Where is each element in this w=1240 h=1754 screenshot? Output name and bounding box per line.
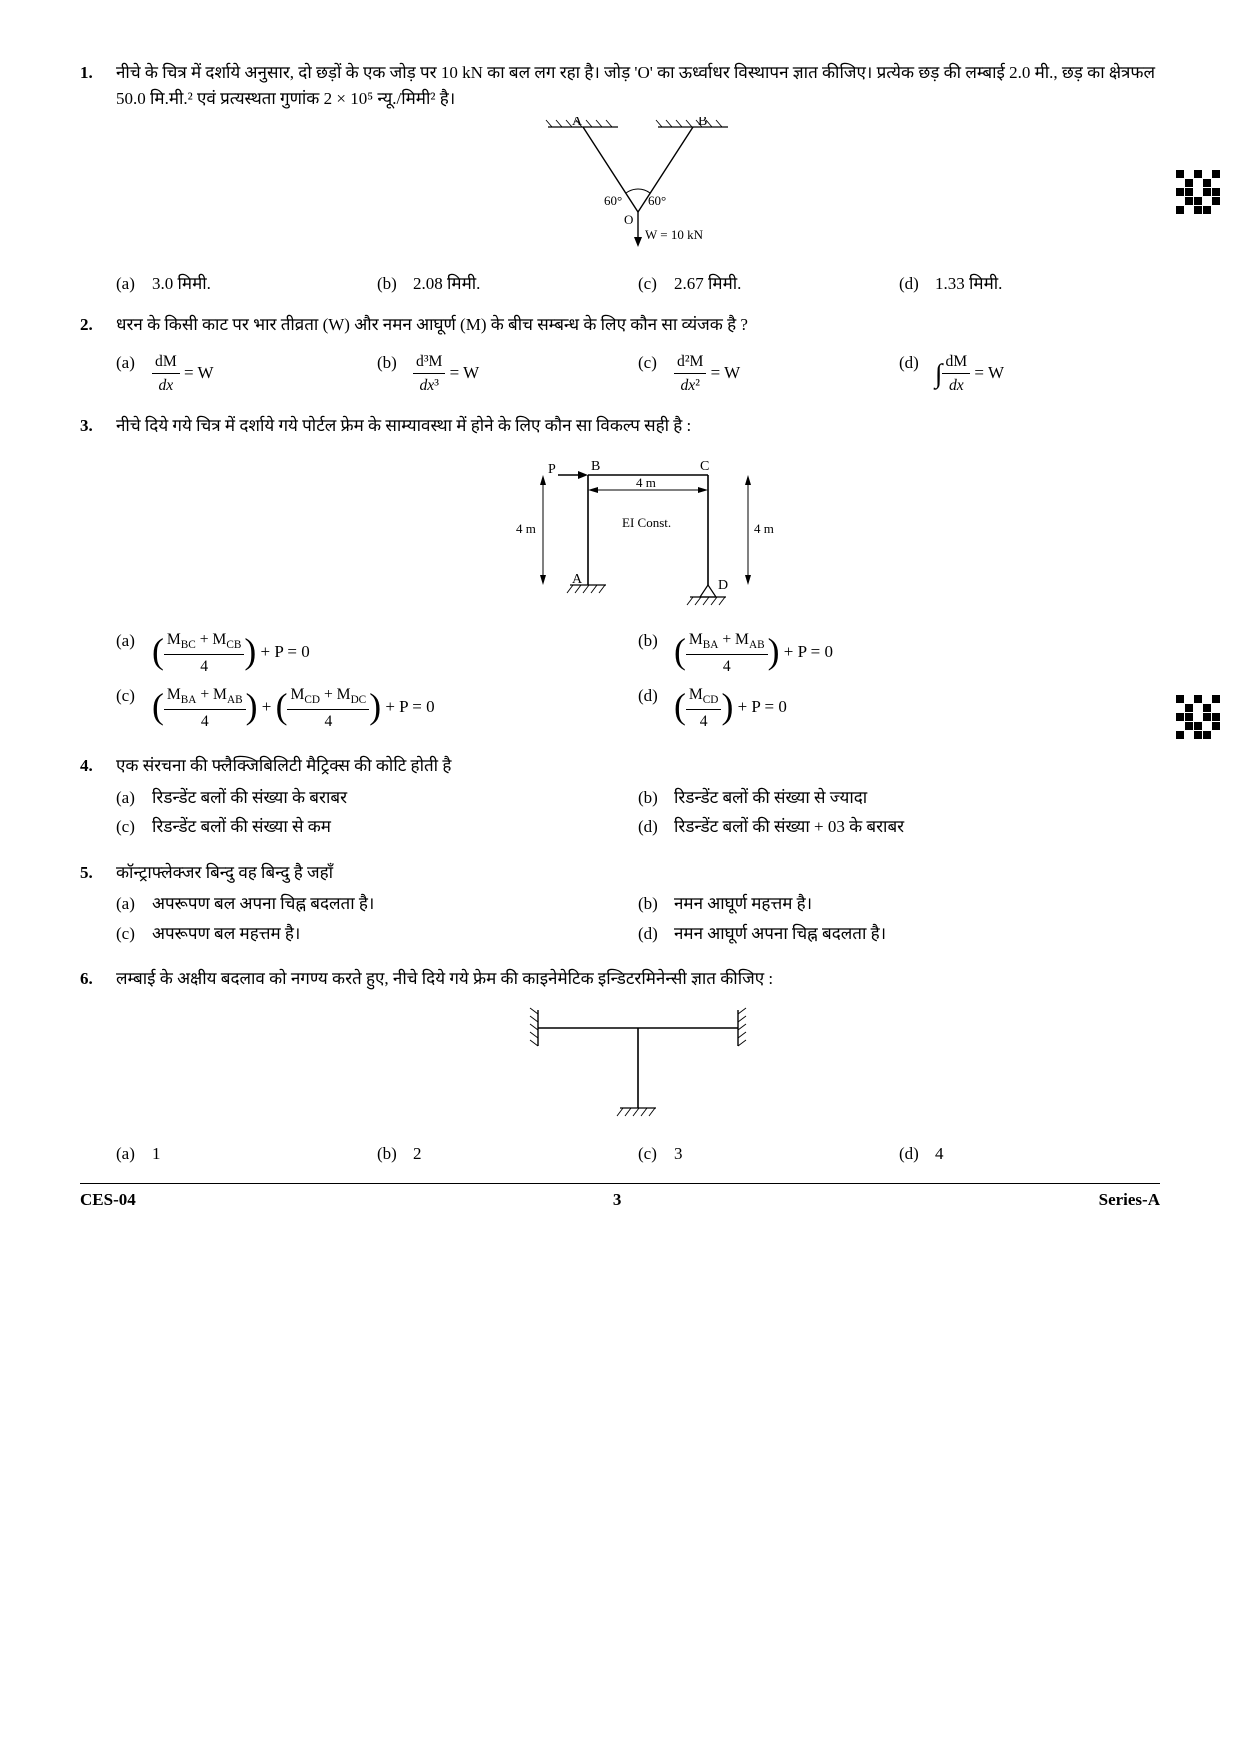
q2-opt-b: d³Mdx³ = W: [413, 350, 479, 398]
q3-text: नीचे दिये गये चित्र में दर्शाये गये पोर्…: [116, 413, 1160, 439]
opt-label: (b): [377, 271, 413, 297]
svg-text:B: B: [591, 459, 600, 474]
svg-text:EI Const.: EI Const.: [622, 515, 671, 530]
q6-opt-d: 4: [935, 1141, 944, 1167]
svg-text:D: D: [718, 578, 728, 593]
q3-opt-c: (MBA + MAB4) + (MCD + MDC4) + P = 0: [152, 683, 435, 733]
q5-opt-d: नमन आघूर्ण अपना चिह्न बदलता है।: [674, 921, 886, 947]
q1-figure: A B 60° 60° O W = 10 kN: [116, 117, 1160, 265]
q4-text: एक संरचना की फ्लैक्जिबिलिटी मैट्रिक्स की…: [116, 753, 1160, 779]
q1-opt-b: 2.08 मिमी.: [413, 271, 480, 297]
q6-number: 6.: [80, 966, 116, 1169]
q6-figure: [116, 998, 1160, 1136]
opt-label: (c): [116, 814, 152, 840]
q5-text: कॉन्ट्राफ्लेक्जर बिन्दु वह बिन्दु है जहा…: [116, 860, 1160, 886]
question-4: 4. एक संरचना की फ्लैक्जिबिलिटी मैट्रिक्स…: [80, 753, 1160, 846]
opt-label: (c): [638, 1141, 674, 1167]
q3-opt-a: (MBC + MCB4) + P = 0: [152, 628, 310, 678]
opt-label: (c): [116, 921, 152, 947]
q3-opt-b: (MBA + MAB4) + P = 0: [674, 628, 833, 678]
opt-label: (d): [899, 271, 935, 297]
q2-opt-c: d²Mdx² = W: [674, 350, 740, 398]
opt-label: (b): [638, 785, 674, 811]
q2-opt-a: dMdx = W: [152, 350, 214, 398]
q4-opt-a: रिडन्डेंट बलों की संख्या के बराबर: [152, 785, 347, 811]
page-footer: CES-04 3 Series-A: [80, 1183, 1160, 1213]
svg-text:A: A: [572, 117, 583, 129]
svg-text:O: O: [624, 212, 633, 227]
footer-right: Series-A: [1099, 1187, 1160, 1213]
question-6: 6. लम्बाई के अक्षीय बदलाव को नगण्य करते …: [80, 966, 1160, 1169]
svg-text:C: C: [700, 459, 709, 474]
q5-opt-c: अपरूपण बल महत्तम है।: [152, 921, 300, 947]
opt-label: (c): [638, 350, 674, 398]
opt-label: (c): [638, 271, 674, 297]
q5-opt-b: नमन आघूर्ण महत्तम है।: [674, 891, 812, 917]
q4-opt-c: रिडन्डेंट बलों की संख्या से कम: [152, 814, 331, 840]
opt-label: (d): [638, 683, 674, 733]
opt-label: (a): [116, 628, 152, 678]
q3-figure: P B C A D 4 m 4 m 4 m EI Const.: [116, 445, 1160, 623]
opt-label: (a): [116, 271, 152, 297]
question-5: 5. कॉन्ट्राफ्लेक्जर बिन्दु वह बिन्दु है …: [80, 860, 1160, 953]
opt-label: (d): [638, 921, 674, 947]
svg-text:4 m: 4 m: [636, 475, 656, 490]
opt-label: (b): [377, 350, 413, 398]
opt-label: (d): [638, 814, 674, 840]
opt-label: (d): [899, 350, 935, 398]
q1-opt-a: 3.0 मिमी.: [152, 271, 211, 297]
opt-label: (b): [377, 1141, 413, 1167]
opt-label: (d): [899, 1141, 935, 1167]
svg-text:60°: 60°: [648, 193, 666, 208]
svg-text:W = 10 kN: W = 10 kN: [645, 227, 704, 242]
q6-opt-b: 2: [413, 1141, 422, 1167]
opt-label: (a): [116, 350, 152, 398]
q6-opt-a: 1: [152, 1141, 161, 1167]
q4-opt-d: रिडन्डेंट बलों की संख्या + 03 के बराबर: [674, 814, 904, 840]
q2-number: 2.: [80, 312, 116, 399]
opt-label: (b): [638, 891, 674, 917]
q4-opt-b: रिडन्डेंट बलों की संख्या से ज्यादा: [674, 785, 867, 811]
qr-icon: [1176, 170, 1220, 214]
opt-label: (a): [116, 1141, 152, 1167]
opt-label: (b): [638, 628, 674, 678]
question-3: 3. नीचे दिये गये चित्र में दर्शाये गये प…: [80, 413, 1160, 739]
q2-opt-d: ∫dMdx = W: [935, 350, 1004, 398]
question-2: 2. धरन के किसी काट पर भार तीव्रता (W) और…: [80, 312, 1160, 399]
q5-number: 5.: [80, 860, 116, 953]
q6-text: लम्बाई के अक्षीय बदलाव को नगण्य करते हुए…: [116, 966, 1160, 992]
footer-left: CES-04: [80, 1187, 136, 1213]
qr-icon: [1176, 695, 1220, 739]
opt-label: (a): [116, 785, 152, 811]
opt-label: (a): [116, 891, 152, 917]
q2-text: धरन के किसी काट पर भार तीव्रता (W) और नम…: [116, 312, 1160, 338]
question-1: 1. नीचे के चित्र में दर्शाये अनुसार, दो …: [80, 60, 1160, 298]
q3-number: 3.: [80, 413, 116, 739]
svg-text:A: A: [572, 572, 583, 587]
svg-text:4 m: 4 m: [754, 521, 774, 536]
svg-text:60°: 60°: [604, 193, 622, 208]
q3-opt-d: (MCD4) + P = 0: [674, 683, 787, 733]
svg-text:B: B: [698, 117, 707, 129]
svg-text:4 m: 4 m: [516, 521, 536, 536]
q1-number: 1.: [80, 60, 116, 298]
opt-label: (c): [116, 683, 152, 733]
q1-opt-d: 1.33 मिमी.: [935, 271, 1002, 297]
q1-text: नीचे के चित्र में दर्शाये अनुसार, दो छड़…: [116, 60, 1160, 111]
footer-center: 3: [613, 1187, 622, 1213]
q1-opt-c: 2.67 मिमी.: [674, 271, 741, 297]
q5-opt-a: अपरूपण बल अपना चिह्न बदलता है।: [152, 891, 374, 917]
q4-number: 4.: [80, 753, 116, 846]
svg-text:P: P: [548, 462, 556, 477]
q6-opt-c: 3: [674, 1141, 683, 1167]
